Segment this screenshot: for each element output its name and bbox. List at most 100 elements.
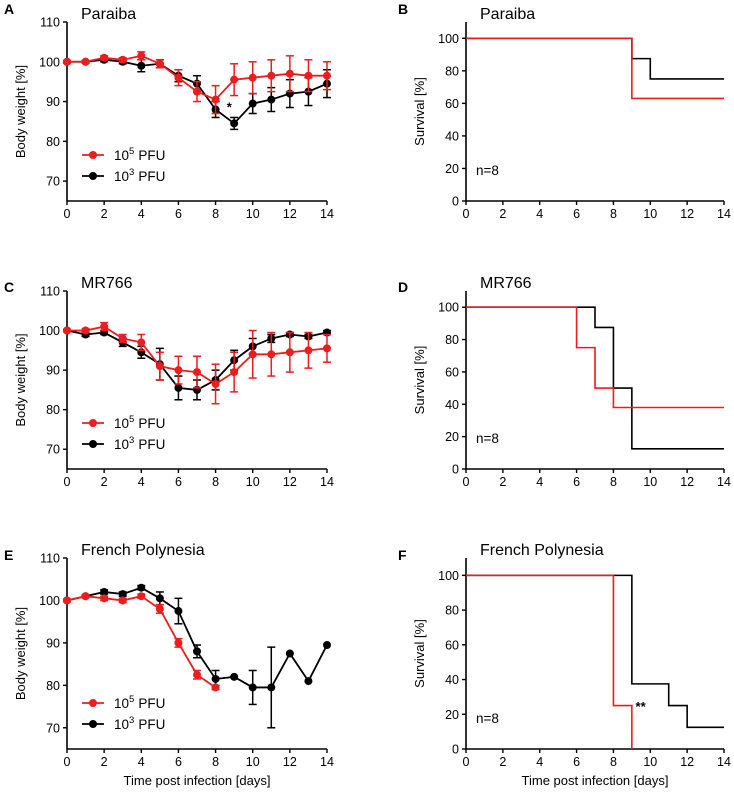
chart-title: French Polynesia — [480, 542, 604, 559]
y-tick-label: 80 — [445, 64, 459, 78]
data-point — [248, 350, 257, 359]
y-tick-label: 40 — [445, 129, 459, 143]
chart-title: French Polynesia — [81, 542, 205, 559]
x-tick-label: 6 — [573, 755, 580, 769]
data-point — [118, 590, 127, 599]
data-point — [285, 69, 294, 78]
y-tick-label: 0 — [452, 195, 459, 209]
data-point — [174, 607, 183, 616]
x-tick-label: 8 — [212, 207, 219, 221]
legend-base: 10 — [114, 169, 129, 184]
x-tick-label: 2 — [101, 207, 108, 221]
data-point — [100, 594, 109, 603]
y-tick-label: 20 — [445, 708, 459, 722]
series-1e5 — [63, 592, 220, 692]
data-point — [155, 59, 164, 68]
x-tick-label: 10 — [643, 755, 657, 769]
legend-base: 10 — [114, 717, 129, 732]
y-axis-label: Body weight [%] — [13, 333, 28, 426]
y-tick-label: 20 — [445, 162, 459, 176]
y-tick-label: 40 — [445, 673, 459, 687]
x-tick-label: 0 — [463, 755, 470, 769]
legend-1e5: 105 PFU — [82, 414, 165, 431]
series-1e5 — [466, 306, 724, 409]
x-tick-label: 12 — [680, 755, 694, 769]
sample-size-label: n=8 — [476, 431, 499, 446]
x-tick-label: 2 — [499, 475, 506, 489]
panel-d: D MR766 0 2 4 6 8 10 12 14 0 20 40 60 80 100 Survival [%… — [398, 275, 731, 489]
legend-swatch-marker — [89, 419, 97, 427]
chart-title: Paraiba — [480, 6, 535, 23]
x-tick-label: 4 — [138, 207, 145, 221]
data-point — [63, 596, 71, 605]
series-line — [466, 306, 724, 450]
legend-exponent: 3 — [129, 435, 134, 446]
data-point — [100, 587, 109, 596]
data-point — [81, 592, 90, 601]
x-tick-label: 8 — [610, 475, 617, 489]
y-tick-label: 80 — [445, 604, 459, 618]
y-tick-label: 80 — [46, 135, 60, 149]
data-point — [137, 592, 146, 601]
chart-title: MR766 — [81, 275, 133, 292]
x-tick-label: 12 — [680, 475, 694, 489]
data-point — [267, 71, 276, 80]
data-point — [323, 344, 331, 353]
data-point — [193, 670, 201, 679]
x-tick-label: 4 — [536, 207, 543, 221]
data-point — [155, 604, 164, 613]
data-point — [155, 594, 164, 603]
data-point — [304, 346, 313, 355]
panel-letter: A — [4, 1, 14, 17]
x-tick-label: 0 — [64, 755, 71, 769]
chart-title: Paraiba — [81, 6, 136, 23]
y-tick-label: 110 — [40, 16, 60, 30]
y-tick-label: 60 — [445, 638, 459, 652]
y-tick-label: 80 — [46, 403, 60, 417]
x-tick-label: 8 — [212, 755, 219, 769]
y-tick-label: 20 — [445, 430, 459, 444]
y-tick-label: 0 — [452, 743, 459, 757]
x-tick-label: 0 — [463, 207, 470, 221]
legend-exponent: 3 — [129, 715, 134, 726]
significance-marker: * — [227, 100, 233, 115]
x-tick-label: 4 — [536, 755, 543, 769]
y-axis-label: Body weight [%] — [13, 65, 28, 158]
series-1e5 — [466, 574, 633, 749]
y-axis-label: Body weight [%] — [13, 607, 28, 700]
data-point — [193, 647, 201, 656]
y-axis-label: Survival [%] — [412, 77, 427, 146]
x-tick-label: 10 — [246, 207, 260, 221]
x-tick-label: 4 — [138, 475, 145, 489]
y-tick-label: 70 — [46, 443, 60, 457]
data-point — [304, 677, 313, 686]
y-tick-label: 100 — [438, 32, 459, 46]
legend-unit: PFU — [138, 696, 165, 711]
data-point — [100, 322, 109, 331]
data-point — [81, 57, 90, 66]
legend-exponent: 5 — [129, 146, 134, 157]
legend-base: 10 — [114, 148, 129, 163]
x-tick-label: 6 — [175, 475, 182, 489]
data-point — [211, 379, 220, 388]
series-1e5 — [466, 37, 724, 100]
x-tick-label: 10 — [246, 475, 260, 489]
panel-f: F French Polynesia 0 2 4 6 8 10 12 14 0 20 40 60 80 100… — [398, 542, 731, 788]
x-tick-label: 14 — [717, 475, 731, 489]
panel-letter: B — [398, 1, 408, 17]
y-tick-label: 70 — [46, 721, 60, 735]
data-point — [248, 683, 257, 692]
y-axis-label: Survival [%] — [412, 346, 427, 415]
data-point — [137, 51, 146, 60]
data-point — [211, 674, 220, 683]
series-line — [466, 574, 633, 749]
panel-e: E French Polynesia 0 2 4 6 8 10 12 14 70 80 90 100 110… — [4, 542, 334, 788]
legend-unit: PFU — [138, 416, 165, 431]
legend-exponent: 3 — [129, 167, 134, 178]
legend-1e3: 103 PFU — [82, 167, 165, 184]
x-tick-label: 0 — [463, 475, 470, 489]
series-1e5 — [63, 51, 331, 115]
significance-marker: ** — [636, 699, 647, 714]
data-point — [193, 87, 201, 96]
y-tick-label: 100 — [438, 301, 459, 315]
